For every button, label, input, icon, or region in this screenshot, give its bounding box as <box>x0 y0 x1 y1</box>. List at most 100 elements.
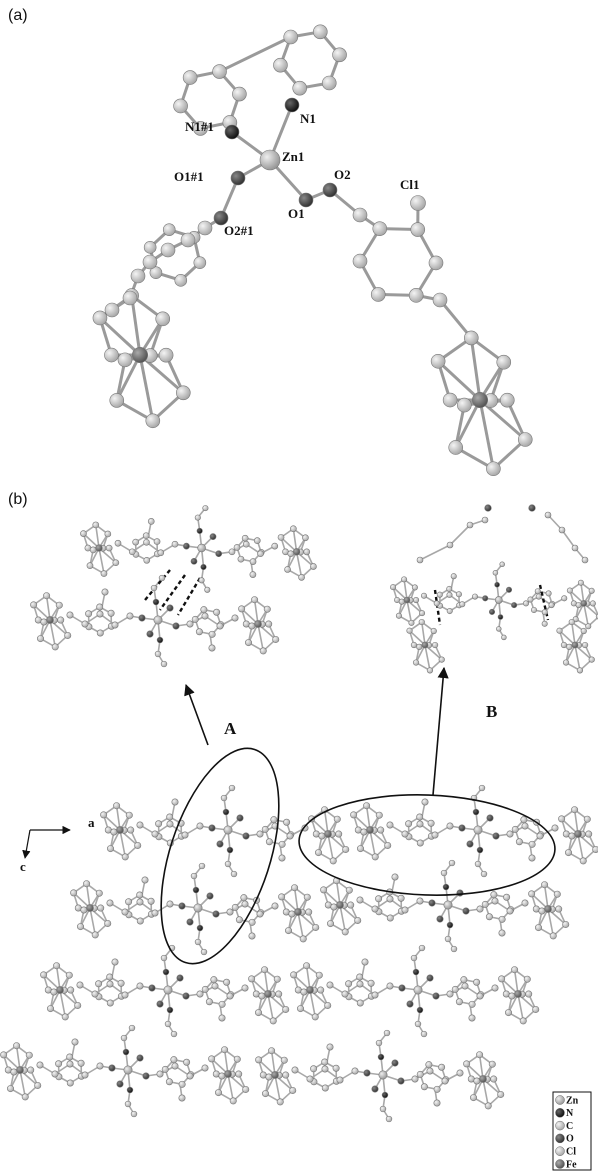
atom <box>376 812 382 818</box>
atom <box>43 593 49 599</box>
atom <box>285 927 291 933</box>
atom <box>107 900 113 906</box>
atom <box>55 1061 61 1067</box>
atom <box>227 993 233 999</box>
atom <box>93 311 107 325</box>
atom <box>413 969 419 975</box>
atom <box>413 660 419 666</box>
atom <box>129 1025 135 1031</box>
atom <box>243 833 249 839</box>
atom <box>284 30 298 44</box>
atom <box>217 623 223 629</box>
atom <box>273 636 279 642</box>
atom <box>122 854 128 860</box>
atom <box>105 531 111 537</box>
atom <box>449 440 463 454</box>
atom <box>96 604 102 610</box>
atom <box>419 945 425 951</box>
atom <box>487 815 493 821</box>
axes-indicator <box>25 830 70 858</box>
atom <box>464 331 478 345</box>
atom <box>111 829 117 835</box>
atom <box>474 826 482 834</box>
atom <box>257 911 263 917</box>
atom <box>35 1082 41 1088</box>
atom <box>137 1055 143 1061</box>
atom <box>274 976 280 982</box>
atom <box>411 642 417 648</box>
atom <box>154 616 162 624</box>
atom <box>157 1001 163 1007</box>
atom <box>385 842 391 848</box>
atom <box>93 522 99 528</box>
atom <box>364 1070 370 1076</box>
atom <box>292 1067 298 1073</box>
atom <box>422 799 428 805</box>
atom <box>187 919 193 925</box>
atom <box>447 542 453 548</box>
atom <box>417 1071 423 1077</box>
atom <box>427 975 433 981</box>
atom <box>254 538 260 544</box>
atom <box>290 1087 296 1093</box>
atom <box>262 826 268 832</box>
atom <box>52 644 58 650</box>
atom <box>172 541 178 547</box>
atom <box>559 527 565 533</box>
atom <box>255 1009 261 1015</box>
panel-label: (a) <box>8 7 28 24</box>
atom <box>417 840 423 846</box>
atom <box>451 573 456 578</box>
atom <box>122 909 128 915</box>
atom <box>301 989 307 995</box>
atom <box>417 898 423 904</box>
atom <box>372 906 378 912</box>
atom <box>342 991 348 997</box>
atom <box>500 562 505 567</box>
atom <box>265 621 271 627</box>
atom <box>67 987 73 993</box>
atom <box>118 980 124 986</box>
atom <box>108 610 114 616</box>
atom <box>507 908 513 914</box>
atom <box>503 894 509 900</box>
atom <box>96 545 103 552</box>
atom <box>447 991 453 997</box>
bond <box>562 530 575 548</box>
atom <box>558 816 564 822</box>
atom <box>313 924 319 930</box>
atom <box>441 870 447 876</box>
atom <box>584 816 590 822</box>
atom <box>238 556 244 562</box>
atom <box>125 899 131 905</box>
atom <box>125 1101 131 1107</box>
atom <box>82 621 88 627</box>
atom <box>213 65 227 79</box>
atom <box>433 993 439 999</box>
atom <box>419 610 424 615</box>
atom <box>469 1015 475 1021</box>
atom <box>195 939 201 945</box>
atom <box>409 620 414 625</box>
atom <box>489 609 494 614</box>
atom <box>514 990 521 997</box>
atom <box>431 628 437 634</box>
atom <box>299 193 313 207</box>
atom <box>242 985 248 991</box>
atom <box>467 841 473 847</box>
atom <box>133 539 139 545</box>
atom <box>482 901 488 907</box>
atom <box>417 821 423 827</box>
atom <box>569 619 575 625</box>
atom <box>444 901 452 909</box>
atom <box>271 816 277 822</box>
atom <box>251 597 257 603</box>
atom <box>203 505 208 510</box>
atom <box>208 1056 214 1062</box>
atom <box>167 901 173 907</box>
atom <box>137 918 143 924</box>
atom <box>117 1081 123 1087</box>
atom <box>209 825 215 831</box>
atom <box>143 539 149 545</box>
atom <box>582 642 588 648</box>
